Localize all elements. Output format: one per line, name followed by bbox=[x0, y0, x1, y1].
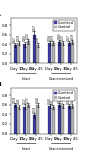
Text: 0.77: 0.77 bbox=[61, 97, 65, 104]
Bar bbox=[58, 105, 61, 134]
Bar bbox=[61, 43, 64, 63]
Text: 0.83: 0.83 bbox=[57, 33, 61, 39]
Text: 0.56: 0.56 bbox=[36, 36, 40, 43]
Bar bbox=[17, 43, 20, 63]
Text: 0.83: 0.83 bbox=[23, 35, 27, 41]
Text: 0.59: 0.59 bbox=[13, 96, 17, 102]
Text: Intact: Intact bbox=[22, 77, 31, 81]
Bar bbox=[48, 106, 51, 134]
Legend: Curetted, Control: Curetted, Control bbox=[53, 20, 75, 30]
Bar bbox=[33, 35, 36, 63]
Text: 0.59: 0.59 bbox=[67, 97, 71, 104]
Bar bbox=[52, 107, 55, 134]
Text: 0.41: 0.41 bbox=[17, 98, 21, 104]
Text: 0.59: 0.59 bbox=[51, 34, 55, 41]
Bar bbox=[27, 41, 30, 63]
Bar bbox=[17, 107, 20, 134]
Text: 0.23: 0.23 bbox=[61, 34, 65, 41]
Bar bbox=[36, 45, 39, 63]
Text: 0.44: 0.44 bbox=[48, 97, 52, 104]
Text: 0.41: 0.41 bbox=[70, 97, 74, 103]
Bar bbox=[71, 42, 74, 63]
Text: Intact: Intact bbox=[22, 147, 31, 150]
Bar bbox=[52, 43, 55, 63]
Text: Ovariectomized: Ovariectomized bbox=[49, 147, 74, 150]
Bar bbox=[14, 45, 17, 63]
Bar bbox=[33, 115, 36, 134]
Text: 0.17: 0.17 bbox=[23, 97, 27, 104]
Text: 0.44: 0.44 bbox=[36, 96, 40, 102]
Text: Ovariectomized: Ovariectomized bbox=[49, 77, 74, 81]
Bar bbox=[14, 105, 17, 134]
Bar bbox=[48, 43, 51, 63]
Bar bbox=[61, 106, 64, 134]
Bar bbox=[68, 43, 71, 63]
Text: 0.67: 0.67 bbox=[32, 24, 36, 31]
Legend: Curetted, Control: Curetted, Control bbox=[53, 90, 75, 101]
Text: 0.67: 0.67 bbox=[67, 34, 71, 41]
Bar bbox=[71, 106, 74, 134]
Bar bbox=[27, 105, 30, 134]
Text: 0.67: 0.67 bbox=[13, 36, 17, 43]
Text: 0.23: 0.23 bbox=[26, 32, 30, 39]
Bar bbox=[58, 42, 61, 63]
Bar bbox=[68, 106, 71, 134]
Text: 0.41: 0.41 bbox=[51, 98, 55, 105]
Text: 0.59: 0.59 bbox=[32, 105, 36, 112]
Text: 0.59: 0.59 bbox=[17, 34, 21, 41]
Text: 0.56: 0.56 bbox=[48, 34, 52, 41]
Text: 0.59: 0.59 bbox=[70, 33, 74, 40]
Bar bbox=[23, 44, 26, 63]
Text: 0.17: 0.17 bbox=[57, 96, 61, 102]
Text: A: A bbox=[0, 12, 1, 17]
Text: 0.77: 0.77 bbox=[26, 96, 30, 102]
Bar bbox=[36, 105, 39, 134]
Text: B: B bbox=[0, 82, 1, 87]
Bar bbox=[23, 107, 26, 134]
